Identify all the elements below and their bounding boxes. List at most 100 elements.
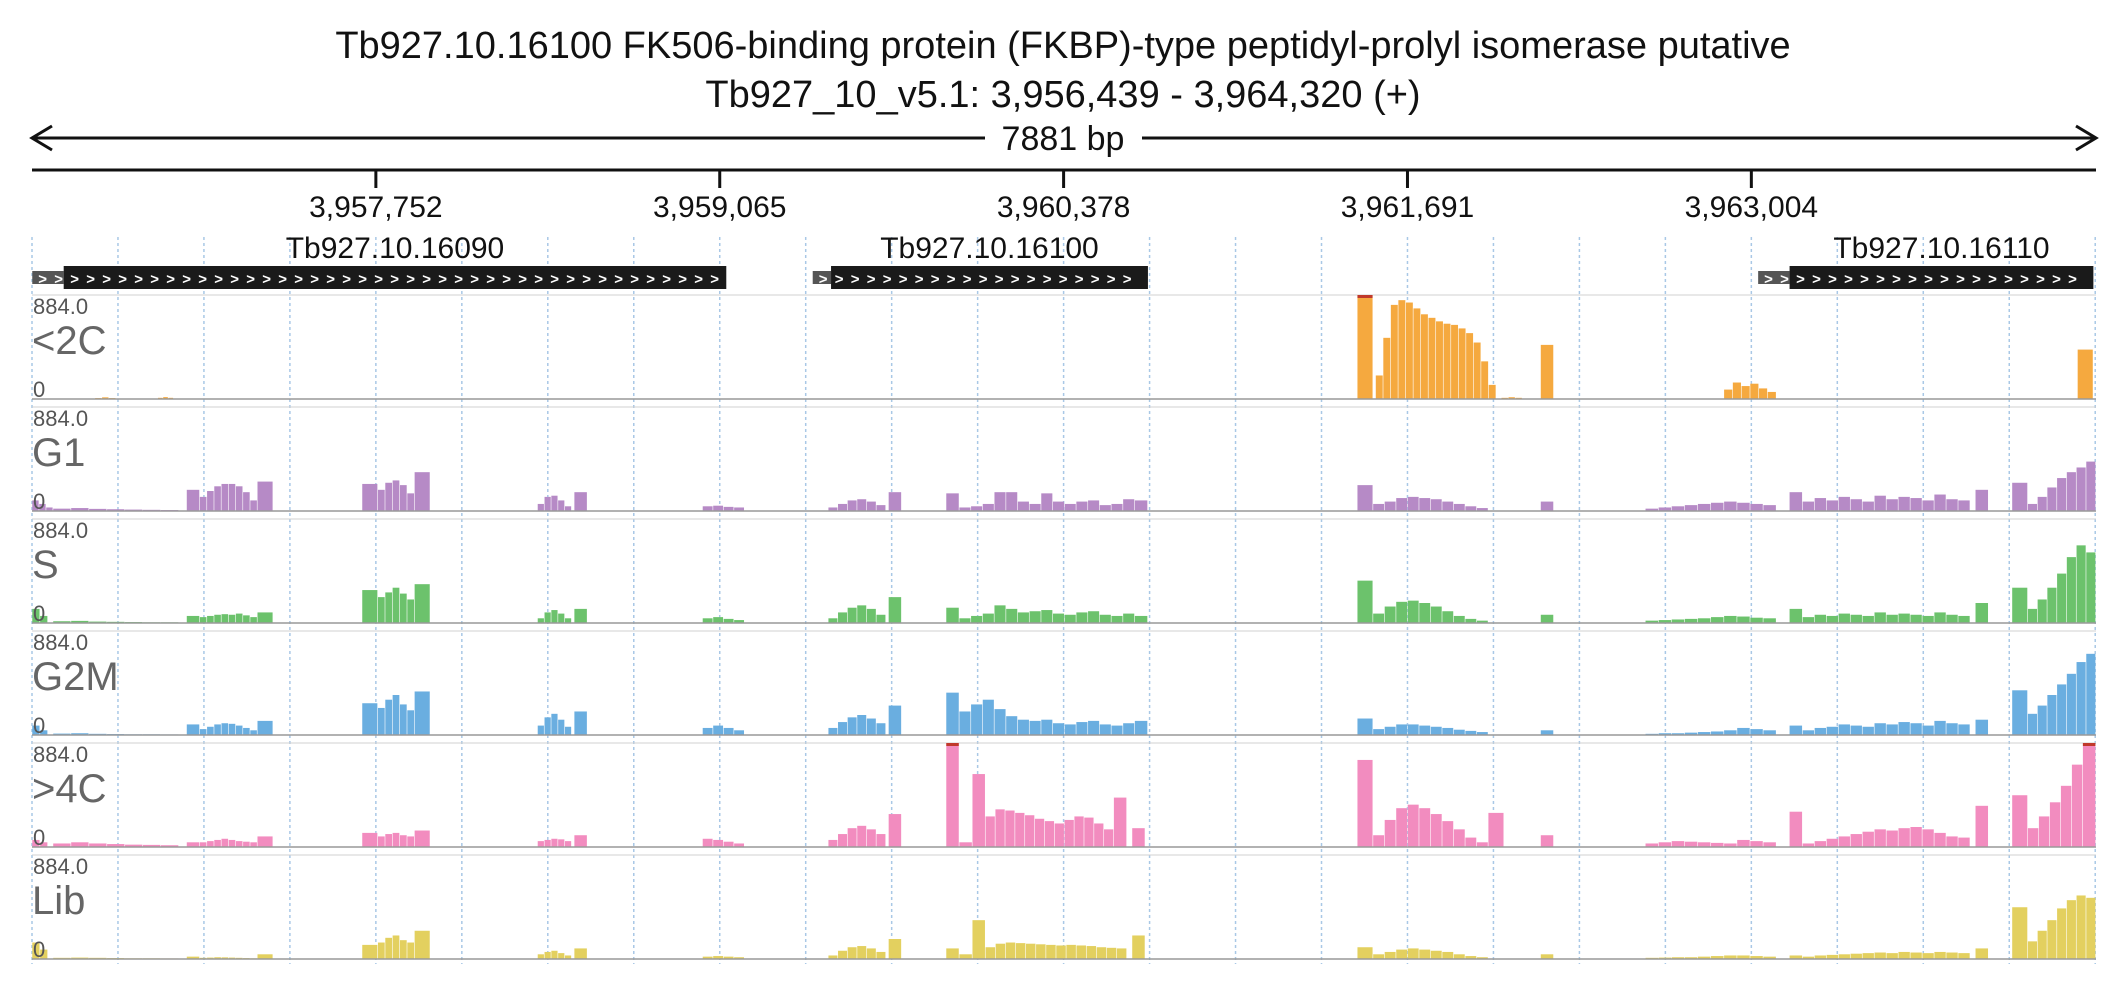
coverage-bar (702, 618, 713, 623)
strand-chevron: > (1796, 271, 1805, 288)
coverage-bar (857, 715, 867, 735)
coverage-bar (1750, 956, 1763, 959)
coverage-bar (1802, 501, 1815, 511)
coverage-bar (46, 507, 53, 511)
coverage-bar (1850, 499, 1862, 511)
coverage-bar (235, 841, 243, 847)
coverage-bar (53, 621, 71, 623)
coverage-bar (1041, 610, 1053, 623)
coverage-bar (1442, 611, 1454, 623)
coverage-bar (221, 483, 229, 511)
track-ymax-label: 884.0 (33, 742, 88, 767)
coverage-bar (1476, 842, 1488, 847)
coverage-bar (876, 723, 886, 735)
coverage-bar (544, 612, 551, 623)
coverage-bar (1862, 501, 1874, 511)
coverage-bar (32, 725, 40, 735)
coverage-bar (847, 500, 857, 511)
coverage-bar (1357, 759, 1373, 847)
coverage-bar (207, 841, 214, 847)
coverage-bar (1488, 812, 1504, 847)
coverage-bar (199, 496, 207, 511)
coverage-bar (1384, 951, 1396, 959)
strand-chevron: > (899, 271, 908, 288)
coverage-bar (2037, 705, 2047, 735)
coverage-bar (377, 942, 385, 959)
coverage-bar (1419, 725, 1431, 735)
coverage-bar (1508, 397, 1515, 399)
coverage-bar (1671, 957, 1685, 959)
coverage-bar (838, 950, 848, 959)
strand-chevron: > (1828, 271, 1837, 288)
coverage-bar (40, 615, 48, 623)
coverage-bar (946, 607, 959, 623)
coverage-bar (1910, 614, 1922, 623)
coverage-bar (1671, 619, 1685, 623)
coverage-bar (399, 835, 407, 847)
coverage-bar (574, 948, 587, 959)
coverage-bar (1104, 829, 1114, 847)
coverage-bar (1946, 836, 1958, 847)
coverage-bar (1946, 723, 1958, 735)
gene-utr (1758, 271, 1790, 284)
strand-chevron: > (819, 271, 828, 288)
span-label: 7881 bp (1002, 120, 1125, 158)
coverage-bar (1476, 957, 1488, 959)
coverage-bar (995, 809, 1005, 847)
coverage-bar (385, 592, 393, 623)
coverage-bar (828, 727, 838, 735)
track-lib: 884.0 0 Lib (32, 854, 2096, 962)
coverage-bar (1658, 733, 1672, 735)
coverage-bar (702, 838, 713, 847)
coverage-bar (1373, 729, 1385, 735)
coverage-bar (1814, 498, 1827, 511)
coverage-bar (214, 486, 221, 511)
coverage-bar (574, 608, 587, 623)
strand-chevron: > (454, 271, 463, 288)
coverage-bar (1850, 725, 1862, 735)
coverage-bar (558, 719, 565, 735)
coverage-bar (1357, 580, 1373, 623)
strand-chevron: > (1780, 271, 1789, 288)
coverage-bar (1684, 618, 1698, 623)
coverage-bar (257, 954, 273, 959)
coverage-bar (257, 612, 273, 623)
coverage-bar (221, 614, 229, 623)
coverage-bar (1373, 835, 1385, 847)
coverage-bar (1540, 344, 1554, 399)
coverage-bar (1671, 506, 1685, 511)
strand-chevron: > (867, 271, 876, 288)
coverage-bar (2047, 695, 2057, 735)
coverage-bar (1759, 388, 1768, 399)
coverage-bar (1430, 950, 1442, 959)
coverage-bar (1419, 498, 1431, 511)
clip-marker (2082, 743, 2096, 746)
coverage-bar (1874, 612, 1886, 623)
strand-chevron: > (1908, 271, 1917, 288)
coverage-bar (1658, 842, 1672, 847)
coverage-bar (1396, 724, 1408, 735)
coverage-bar (564, 841, 572, 847)
coverage-bar (2027, 713, 2038, 735)
strand-chevron: > (1123, 271, 1132, 288)
coverage-bar (2057, 573, 2067, 623)
coverage-bar (1763, 842, 1776, 847)
coverage-bar (228, 839, 236, 847)
track-g1: 884.0 0 G1 (32, 406, 2096, 514)
coverage-bar (1384, 606, 1396, 623)
coverage-bar (713, 725, 724, 735)
coverage-bar (1645, 620, 1659, 623)
coverage-bar (1064, 724, 1076, 735)
coverage-bar (1540, 730, 1554, 735)
strand-chevron: > (598, 271, 607, 288)
coverage-bar (2012, 795, 2028, 847)
coverage-bar (1763, 505, 1776, 511)
coverage-bar (1465, 506, 1477, 511)
coverage-bar (407, 942, 415, 959)
track-2c: 884.0 0 <2C (32, 294, 2096, 402)
coverage-bar (414, 584, 430, 623)
coverage-bar (1711, 502, 1724, 511)
coverage-bar (1099, 505, 1111, 511)
coverage-bar (828, 618, 838, 623)
